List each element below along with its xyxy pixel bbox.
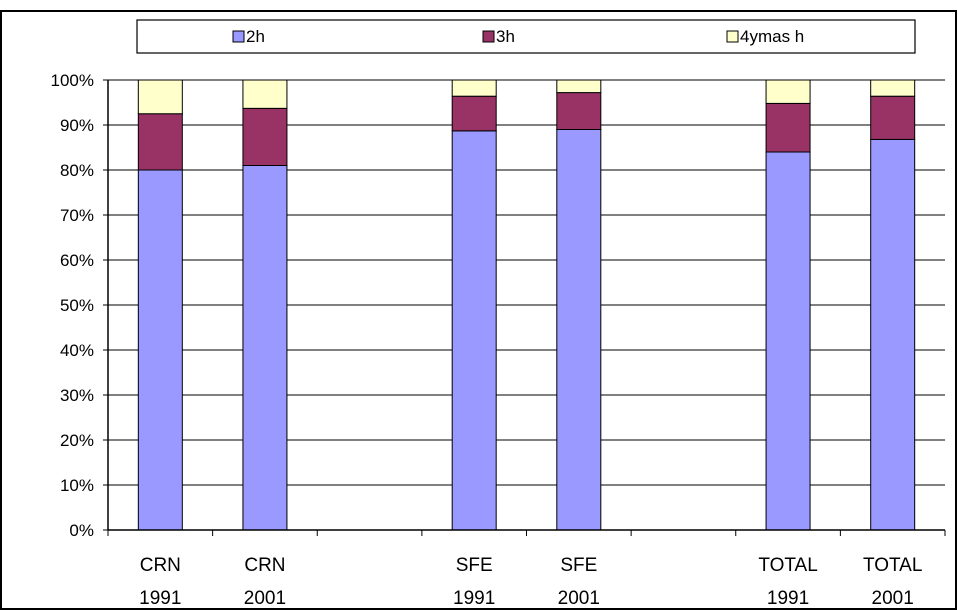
bar-segment — [556, 79, 602, 94]
legend-label: 4ymas h — [740, 27, 804, 46]
legend-label: 2h — [246, 27, 265, 46]
legend-item: 2h — [232, 27, 265, 46]
y-tick-label: 20% — [60, 431, 94, 450]
bar-segment — [556, 129, 602, 531]
x-tick-label: 2001 — [558, 588, 600, 609]
legend-item: 3h — [482, 27, 515, 46]
x-tick-label: 1991 — [139, 588, 181, 609]
y-axis-tick-labels: 0% 10% 20% 30% 40% 50% 60% 70% 80% 90% 100% — [51, 71, 94, 540]
x-tick-label: TOTAL — [863, 555, 922, 576]
bar-segment — [451, 95, 497, 132]
x-tick-label: 1991 — [453, 588, 495, 609]
x-tick-label: CRN — [140, 555, 181, 576]
legend-swatch — [482, 30, 495, 43]
bar-segment — [870, 79, 916, 97]
bar-segment — [765, 102, 811, 153]
bar-segment — [451, 130, 497, 531]
bar-segment — [451, 79, 497, 97]
bar-segment — [137, 79, 183, 115]
y-tick-label: 70% — [60, 206, 94, 225]
axes — [103, 79, 946, 536]
y-tick-label: 60% — [60, 251, 94, 270]
y-tick-label: 100% — [51, 71, 94, 90]
y-tick-label: 30% — [60, 386, 94, 405]
x-tick-label: SFE — [456, 555, 493, 576]
y-tick-label: 10% — [60, 476, 94, 495]
x-tick-label: 2001 — [244, 588, 286, 609]
y-tick-label: 80% — [60, 161, 94, 180]
bar-segment — [870, 95, 916, 140]
y-tick-label: 90% — [60, 116, 94, 135]
bar-segment — [556, 92, 602, 130]
bar-segment — [242, 165, 288, 531]
bars — [137, 79, 916, 531]
x-tick-label: TOTAL — [758, 555, 817, 576]
legend-item: 4ymas h — [726, 27, 804, 46]
x-tick-label: 1991 — [767, 588, 809, 609]
y-tick-label: 0% — [69, 521, 94, 540]
bar-segment — [137, 169, 183, 531]
bar-segment — [137, 113, 183, 171]
bar-segment — [765, 151, 811, 531]
legend-swatch — [232, 30, 245, 43]
x-axis-tick-labels: CRN 1991 CRN 2001 SFE 1991 SFE 2001 TOTAL 1991 TOT… — [139, 555, 922, 609]
legend-label: 3h — [496, 27, 515, 46]
legend: 2h 3h 4ymas h — [232, 27, 804, 46]
legend-swatch — [726, 30, 739, 43]
y-tick-label: 40% — [60, 341, 94, 360]
bar-segment — [870, 138, 916, 531]
legend-box — [136, 19, 916, 54]
bar-segment — [242, 79, 288, 109]
x-tick-label: CRN — [244, 555, 285, 576]
bar-segment — [242, 107, 288, 166]
bar-segment — [765, 79, 811, 104]
x-tick-label: 2001 — [872, 588, 914, 609]
x-tick-label: SFE — [560, 555, 597, 576]
y-tick-label: 50% — [60, 296, 94, 315]
